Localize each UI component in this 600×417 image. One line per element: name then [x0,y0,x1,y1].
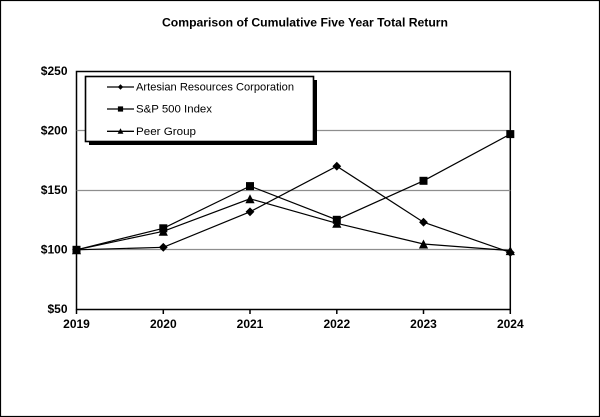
svg-text:$100: $100 [41,243,68,257]
svg-text:$150: $150 [41,183,68,197]
svg-text:2020: 2020 [150,317,177,331]
svg-text:S&P 500 Index: S&P 500 Index [136,104,212,116]
svg-text:Artesian Resources Corporation: Artesian Resources Corporation [136,82,294,94]
svg-text:2022: 2022 [323,317,350,331]
svg-text:2024: 2024 [497,317,524,331]
svg-text:$250: $250 [41,64,68,78]
svg-text:Comparison of Cumulative Five: Comparison of Cumulative Five Year Total… [162,16,448,30]
svg-text:2023: 2023 [410,317,437,331]
svg-text:Peer Group: Peer Group [136,126,196,138]
svg-text:2021: 2021 [237,317,264,331]
svg-text:$200: $200 [41,124,68,138]
svg-text:2019: 2019 [63,317,90,331]
svg-text:$50: $50 [47,302,67,316]
